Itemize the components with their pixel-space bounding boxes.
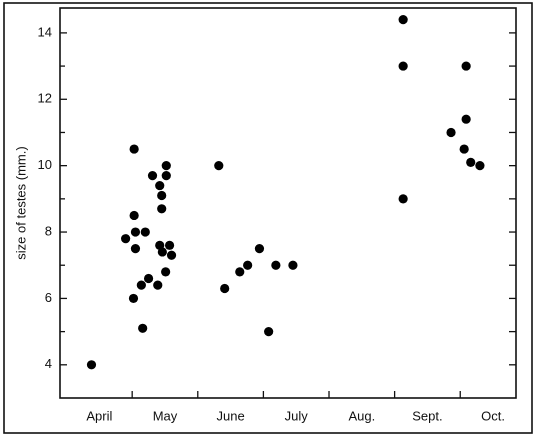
point — [461, 114, 471, 124]
point — [398, 61, 408, 71]
point — [220, 283, 230, 294]
y-tick-label: 14 — [38, 24, 52, 39]
y-tick-label: 12 — [38, 91, 52, 106]
point — [121, 234, 131, 244]
point — [157, 204, 167, 214]
point — [140, 227, 150, 237]
point — [446, 127, 456, 138]
point — [153, 280, 163, 290]
point — [157, 190, 167, 201]
point — [475, 161, 485, 171]
x-tick-label: June — [216, 408, 244, 423]
point — [398, 194, 408, 204]
point — [86, 360, 97, 370]
plot-frame — [59, 7, 517, 399]
point — [155, 180, 165, 191]
x-tick-label: April — [86, 408, 112, 423]
point — [235, 267, 245, 277]
point — [398, 15, 408, 25]
point — [130, 227, 141, 237]
point — [166, 250, 177, 260]
x-tick-label: Sept. — [412, 408, 442, 423]
point — [161, 171, 171, 181]
point — [254, 244, 265, 254]
point — [138, 323, 148, 333]
point — [288, 260, 298, 270]
point — [264, 327, 274, 337]
x-tick-label: Oct. — [481, 408, 505, 423]
point — [459, 144, 469, 154]
point — [161, 267, 171, 277]
point — [466, 157, 476, 167]
y-tick-label: 10 — [38, 157, 52, 172]
x-tick-label: July — [285, 408, 309, 423]
point — [143, 273, 154, 284]
point — [157, 247, 167, 257]
point — [243, 260, 253, 270]
point — [271, 260, 281, 270]
y-tick-label: 6 — [45, 290, 52, 305]
point — [136, 280, 146, 290]
outer-border — [3, 2, 533, 434]
point — [129, 210, 139, 221]
y-tick-label: 8 — [45, 223, 52, 238]
point — [164, 240, 175, 250]
y-axis-label: size of testes (mm.) — [13, 146, 28, 259]
point — [129, 144, 139, 154]
point — [147, 171, 158, 181]
point — [461, 61, 471, 71]
point — [130, 244, 141, 254]
point — [214, 161, 224, 171]
x-tick-label: Aug. — [348, 408, 375, 423]
point — [161, 161, 171, 171]
y-tick-label: 4 — [45, 356, 52, 371]
x-tick-label: May — [153, 408, 178, 423]
point — [128, 293, 139, 304]
